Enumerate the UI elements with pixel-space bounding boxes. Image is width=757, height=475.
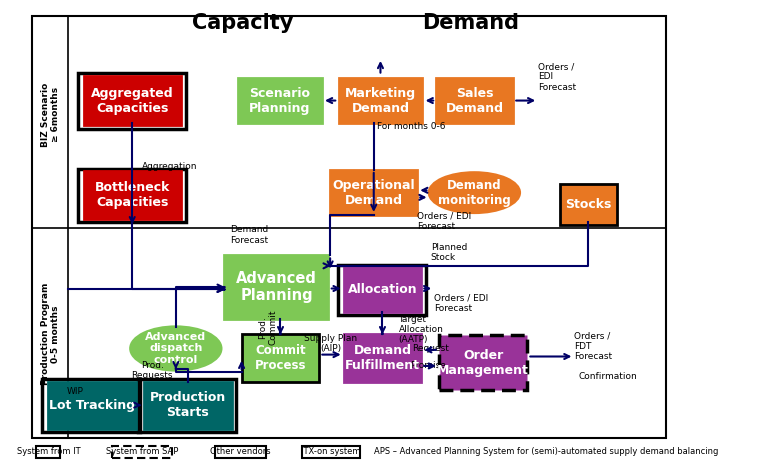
Text: Order
Management: Order Management [438,349,529,377]
Text: Lot Tracking: Lot Tracking [49,399,135,412]
Bar [436,78,513,123]
Text: Advanced
Planning: Advanced Planning [236,271,317,303]
Text: Confirmation: Confirmation [578,372,637,381]
Text: Production Program
0-5 months: Production Program 0-5 months [41,283,60,386]
Text: Orders /
EDI
Forecast: Orders / EDI Forecast [538,62,576,92]
Text: Bottleneck
Capacities: Bottleneck Capacities [95,181,170,209]
Text: For months 0-6: For months 0-6 [377,122,446,131]
Text: Operational
Demand: Operational Demand [332,179,415,207]
Bar [338,78,422,123]
Text: Other vendors: Other vendors [210,447,271,456]
Text: Promise: Promise [410,361,446,371]
Text: APS – Advanced Planning System for (semi)-automated supply demand balancing: APS – Advanced Planning System for (semi… [374,447,718,456]
Bar [560,184,617,225]
Text: System from IT: System from IT [17,447,80,456]
Text: Scenario
Planning: Scenario Planning [249,86,310,114]
Text: Demand
Fulfillment: Demand Fulfillment [345,344,420,372]
Text: Allocation: Allocation [347,283,417,296]
Bar [338,265,425,315]
Bar [145,381,232,429]
Ellipse shape [130,327,221,370]
Ellipse shape [429,172,519,213]
Text: BIZ Scenario
≥ 6months: BIZ Scenario ≥ 6months [41,83,60,147]
Text: Aggregated
Capacities: Aggregated Capacities [91,86,173,114]
Bar [77,169,185,222]
Bar [330,170,417,215]
Text: Sales
Demand: Sales Demand [445,86,503,114]
Text: Demand: Demand [422,13,519,33]
Bar [77,74,185,129]
Bar [32,16,665,438]
Text: Target
Allocation
(AATP): Target Allocation (AATP) [399,314,444,344]
Text: Marketing
Demand: Marketing Demand [345,86,416,114]
Bar [139,379,236,432]
Text: Prod.
Requests: Prod. Requests [132,361,173,380]
Text: Production
Starts: Production Starts [150,391,226,419]
Bar [344,334,421,381]
Text: Demand
monitoring: Demand monitoring [438,179,511,207]
Bar [48,381,136,429]
Bar [344,267,421,312]
Bar [238,78,322,123]
Text: Demand
Forecast: Demand Forecast [230,226,269,245]
Text: Planned
Stock: Planned Stock [431,243,467,262]
Bar [215,446,266,458]
Text: Request: Request [412,344,449,353]
Text: Aggregation: Aggregation [142,162,198,171]
Text: WIP: WIP [67,388,83,397]
Text: Supply Plan
(AIP): Supply Plan (AIP) [304,334,357,353]
Text: System from SAP: System from SAP [106,447,179,456]
Text: Capacity: Capacity [192,13,294,33]
Text: Prod.
Commit: Prod. Commit [258,310,278,345]
Bar [440,335,527,390]
Text: ITX-on system: ITX-on system [301,447,361,456]
Bar [83,76,181,125]
Text: Advanced
dispatch
control: Advanced dispatch control [145,332,207,365]
Bar [302,446,360,458]
Text: Orders /
FDT
Forecast: Orders / FDT Forecast [575,331,612,361]
Bar [112,446,173,458]
Bar [83,171,181,218]
Bar [42,379,140,432]
Bar [225,255,329,319]
Bar [242,334,319,381]
Bar [36,446,61,458]
Text: Orders / EDI
Forecast: Orders / EDI Forecast [434,294,488,314]
Text: Stocks: Stocks [565,198,612,211]
Text: Orders / EDI
Forecast: Orders / EDI Forecast [417,211,472,231]
Text: Commit
Process: Commit Process [255,344,307,372]
